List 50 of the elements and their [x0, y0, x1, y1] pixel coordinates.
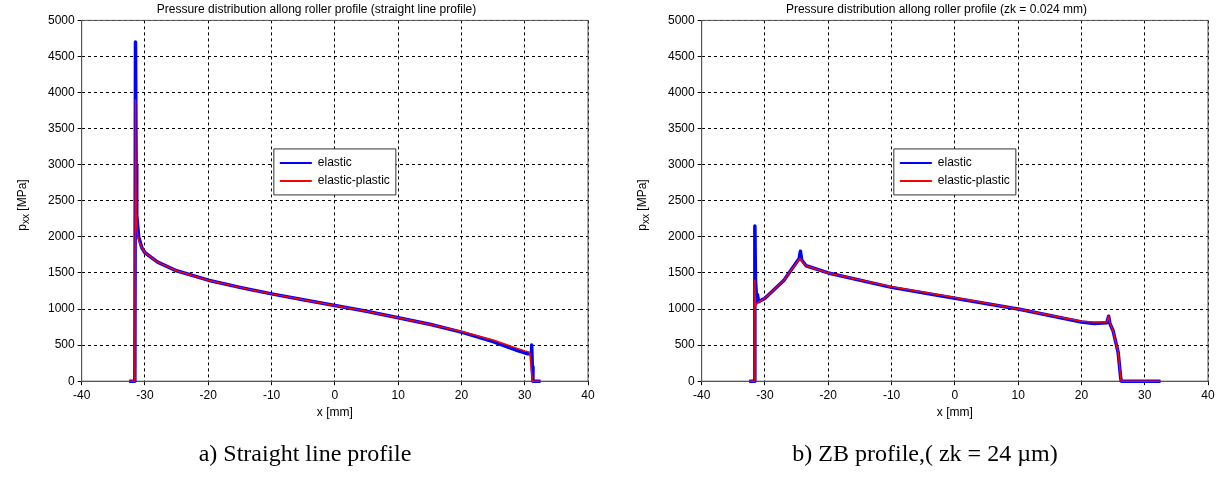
x-tick-label: -10 — [262, 387, 281, 402]
x-tick-label: 10 — [1011, 387, 1026, 402]
text: a) Straight line profile — [197, 440, 413, 467]
x-tick-label: 20 — [1074, 387, 1089, 402]
y-tick-label: 2000 — [47, 229, 76, 244]
y-tick-label: 0 — [688, 373, 696, 388]
y-tick-label: 5000 — [667, 12, 696, 27]
y-tick-label: 3000 — [47, 157, 76, 172]
y-tick-label: 500 — [674, 337, 696, 352]
y-tick-label: 4500 — [667, 48, 696, 63]
y-tick-label: 1000 — [667, 301, 696, 316]
x-tick-label: -20 — [819, 387, 838, 402]
y-tick-label: 4000 — [667, 84, 696, 99]
x-tick-label: 40 — [1201, 387, 1215, 402]
x-axis-title: x [mm] — [936, 405, 973, 420]
y-tick-label: 3000 — [667, 157, 696, 172]
x-tick-label: -40 — [73, 387, 91, 402]
x-tick-label: -30 — [136, 387, 154, 402]
y-tick-label: 4500 — [47, 48, 76, 63]
x-tick-label: 10 — [391, 387, 406, 402]
x-tick-label: 30 — [1138, 387, 1152, 402]
x-tick-label: 20 — [454, 387, 469, 402]
legend-label: elastic-plastic — [937, 173, 1010, 188]
x-tick-label: 0 — [951, 387, 959, 402]
x-tick-label: 0 — [331, 387, 339, 402]
x-tick-label: 30 — [518, 387, 532, 402]
y-tick-label: 0 — [68, 373, 76, 388]
y-tick-label: 5000 — [47, 12, 76, 27]
x-tick-label: -40 — [693, 387, 711, 402]
legend-label: elastic-plastic — [317, 173, 390, 188]
text: b) ZB profile,( zk = 24 µm) — [791, 440, 1059, 467]
y-tick-label: 2500 — [47, 193, 76, 208]
chart-title: Pressure distribution allong roller profile (straight line profile) — [156, 1, 477, 16]
x-tick-label: -10 — [882, 387, 901, 402]
x-axis-title: x [mm] — [316, 405, 353, 420]
y-tick-label: 1500 — [667, 265, 696, 280]
y-tick-label: 3500 — [667, 120, 696, 135]
y-tick-label: 3500 — [47, 120, 76, 135]
y-tick-label: 500 — [54, 337, 76, 352]
legend-label: elastic — [317, 155, 352, 170]
x-tick-label: -20 — [199, 387, 218, 402]
y-tick-label: 4000 — [47, 84, 76, 99]
legend-label: elastic — [937, 155, 972, 170]
y-tick-label: 1500 — [47, 265, 76, 280]
chart-title: Pressure distribution allong roller profile (zk = 0.024 mm) — [785, 1, 1088, 16]
x-tick-label: 40 — [581, 387, 595, 402]
x-tick-label: -30 — [756, 387, 774, 402]
y-tick-label: 2500 — [667, 193, 696, 208]
y-tick-label: 2000 — [667, 229, 696, 244]
y-tick-label: 1000 — [47, 301, 76, 316]
